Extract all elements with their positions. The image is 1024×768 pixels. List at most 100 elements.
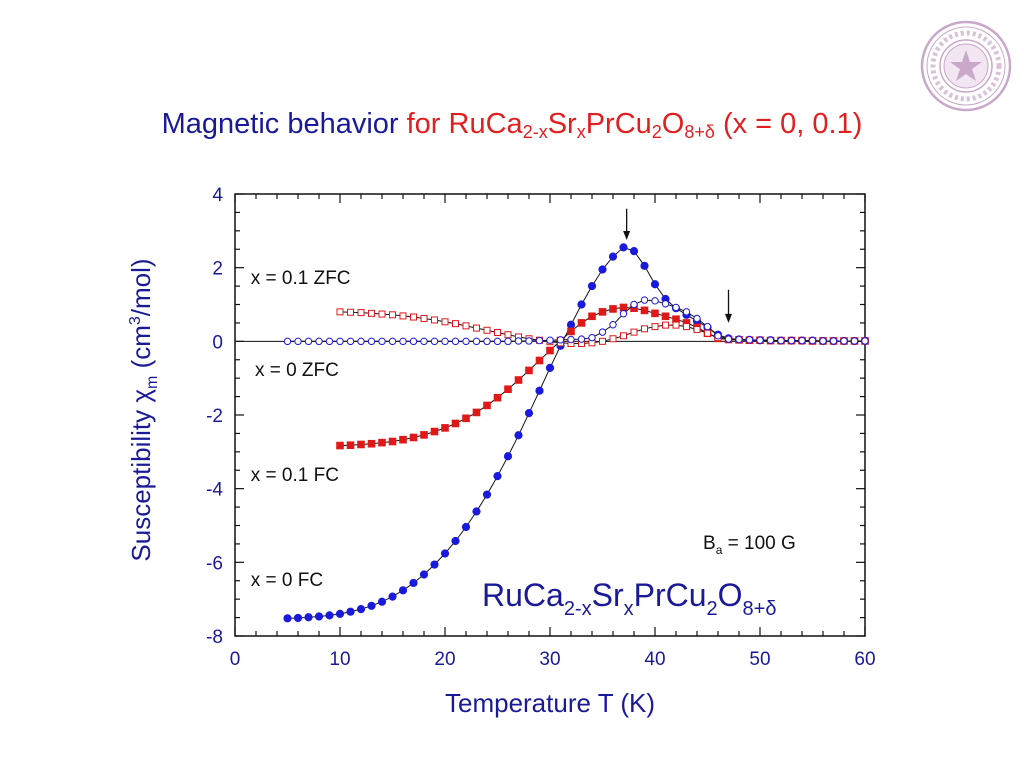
data-point bbox=[461, 522, 471, 532]
x-tick-label: 0 bbox=[230, 649, 241, 670]
title-text-blue: Magnetic behavior bbox=[161, 108, 407, 140]
university-seal-logo bbox=[920, 20, 1012, 112]
data-point bbox=[630, 328, 638, 336]
data-point bbox=[808, 336, 817, 345]
x-axis-label: Temperature T (K) bbox=[445, 688, 655, 718]
data-point bbox=[640, 261, 649, 270]
data-point bbox=[473, 324, 480, 332]
data-point bbox=[829, 337, 838, 345]
data-point bbox=[293, 613, 303, 623]
data-point bbox=[388, 337, 397, 346]
data-point bbox=[336, 337, 344, 346]
data-point bbox=[840, 337, 848, 345]
y-tick-label: -8 bbox=[206, 627, 223, 648]
data-point bbox=[672, 303, 680, 312]
data-point bbox=[693, 326, 701, 334]
y-axis-label: Susceptibility χm (cm3/mol) bbox=[126, 258, 161, 561]
series-annotation: x = 0.1 FC bbox=[251, 465, 339, 486]
data-point bbox=[503, 452, 513, 461]
data-point bbox=[462, 414, 470, 423]
x-tick-label: 30 bbox=[539, 649, 560, 670]
data-point bbox=[546, 346, 554, 355]
data-point bbox=[493, 472, 502, 481]
data-point bbox=[525, 366, 533, 375]
y-tick-label: 2 bbox=[212, 259, 223, 280]
series-layer bbox=[283, 243, 870, 623]
data-point bbox=[283, 614, 292, 623]
data-point bbox=[483, 401, 491, 410]
data-point bbox=[661, 312, 670, 321]
data-point bbox=[388, 592, 397, 601]
data-point bbox=[798, 336, 806, 345]
data-point bbox=[441, 337, 449, 346]
series-annotation: x = 0 FC bbox=[251, 570, 323, 591]
data-point bbox=[430, 427, 439, 436]
data-point bbox=[441, 424, 449, 432]
x-tick-label: 20 bbox=[434, 649, 455, 670]
series-line bbox=[287, 299, 865, 342]
data-point bbox=[630, 300, 638, 309]
data-point bbox=[378, 337, 386, 346]
data-point bbox=[588, 312, 596, 321]
data-point bbox=[462, 337, 470, 346]
data-point bbox=[494, 328, 501, 336]
data-point bbox=[619, 243, 628, 252]
data-point bbox=[641, 325, 648, 333]
data-point bbox=[304, 613, 313, 622]
data-point bbox=[368, 309, 375, 317]
data-point bbox=[399, 337, 407, 346]
y-tick-label: -2 bbox=[206, 406, 223, 427]
data-point bbox=[619, 310, 628, 318]
data-point bbox=[409, 337, 418, 346]
data-point bbox=[378, 310, 386, 318]
data-point bbox=[483, 337, 491, 346]
series-line bbox=[339, 306, 865, 447]
data-point bbox=[777, 336, 785, 345]
data-point bbox=[704, 329, 711, 337]
data-point bbox=[703, 322, 712, 331]
data-point bbox=[861, 337, 869, 345]
data-point bbox=[609, 321, 617, 329]
data-point bbox=[346, 607, 355, 616]
transition-arrow bbox=[725, 289, 732, 323]
series-annotation: x = 0 ZFC bbox=[255, 360, 339, 381]
data-point bbox=[651, 297, 659, 305]
data-point bbox=[662, 321, 669, 329]
data-point bbox=[535, 356, 544, 365]
data-point bbox=[357, 309, 365, 317]
data-point bbox=[850, 337, 859, 345]
data-point bbox=[620, 332, 627, 340]
data-point bbox=[430, 560, 439, 569]
data-point bbox=[482, 490, 492, 499]
data-point bbox=[651, 323, 659, 331]
y-tick-label: 4 bbox=[212, 185, 223, 206]
data-point bbox=[608, 252, 618, 261]
data-point bbox=[535, 386, 544, 395]
data-point bbox=[650, 280, 660, 289]
data-point bbox=[577, 319, 586, 327]
series-line bbox=[287, 246, 865, 619]
data-point bbox=[640, 296, 649, 304]
data-point bbox=[472, 507, 481, 516]
data-point bbox=[419, 570, 429, 579]
data-point bbox=[598, 308, 607, 316]
data-point bbox=[525, 337, 533, 345]
data-point bbox=[556, 336, 565, 344]
data-point bbox=[609, 305, 617, 313]
data-point bbox=[504, 331, 512, 339]
data-point bbox=[420, 431, 428, 439]
data-point bbox=[504, 337, 512, 346]
series-x-0-fc bbox=[283, 243, 870, 623]
data-point bbox=[598, 328, 607, 336]
data-point bbox=[745, 336, 754, 344]
data-point bbox=[367, 601, 376, 610]
data-point bbox=[410, 313, 417, 321]
y-tick-label: -6 bbox=[206, 553, 223, 574]
data-point bbox=[357, 440, 365, 449]
data-point bbox=[399, 435, 407, 444]
data-point bbox=[388, 437, 397, 446]
data-point bbox=[346, 441, 355, 450]
data-point bbox=[566, 320, 576, 329]
plot-frame bbox=[234, 193, 866, 637]
